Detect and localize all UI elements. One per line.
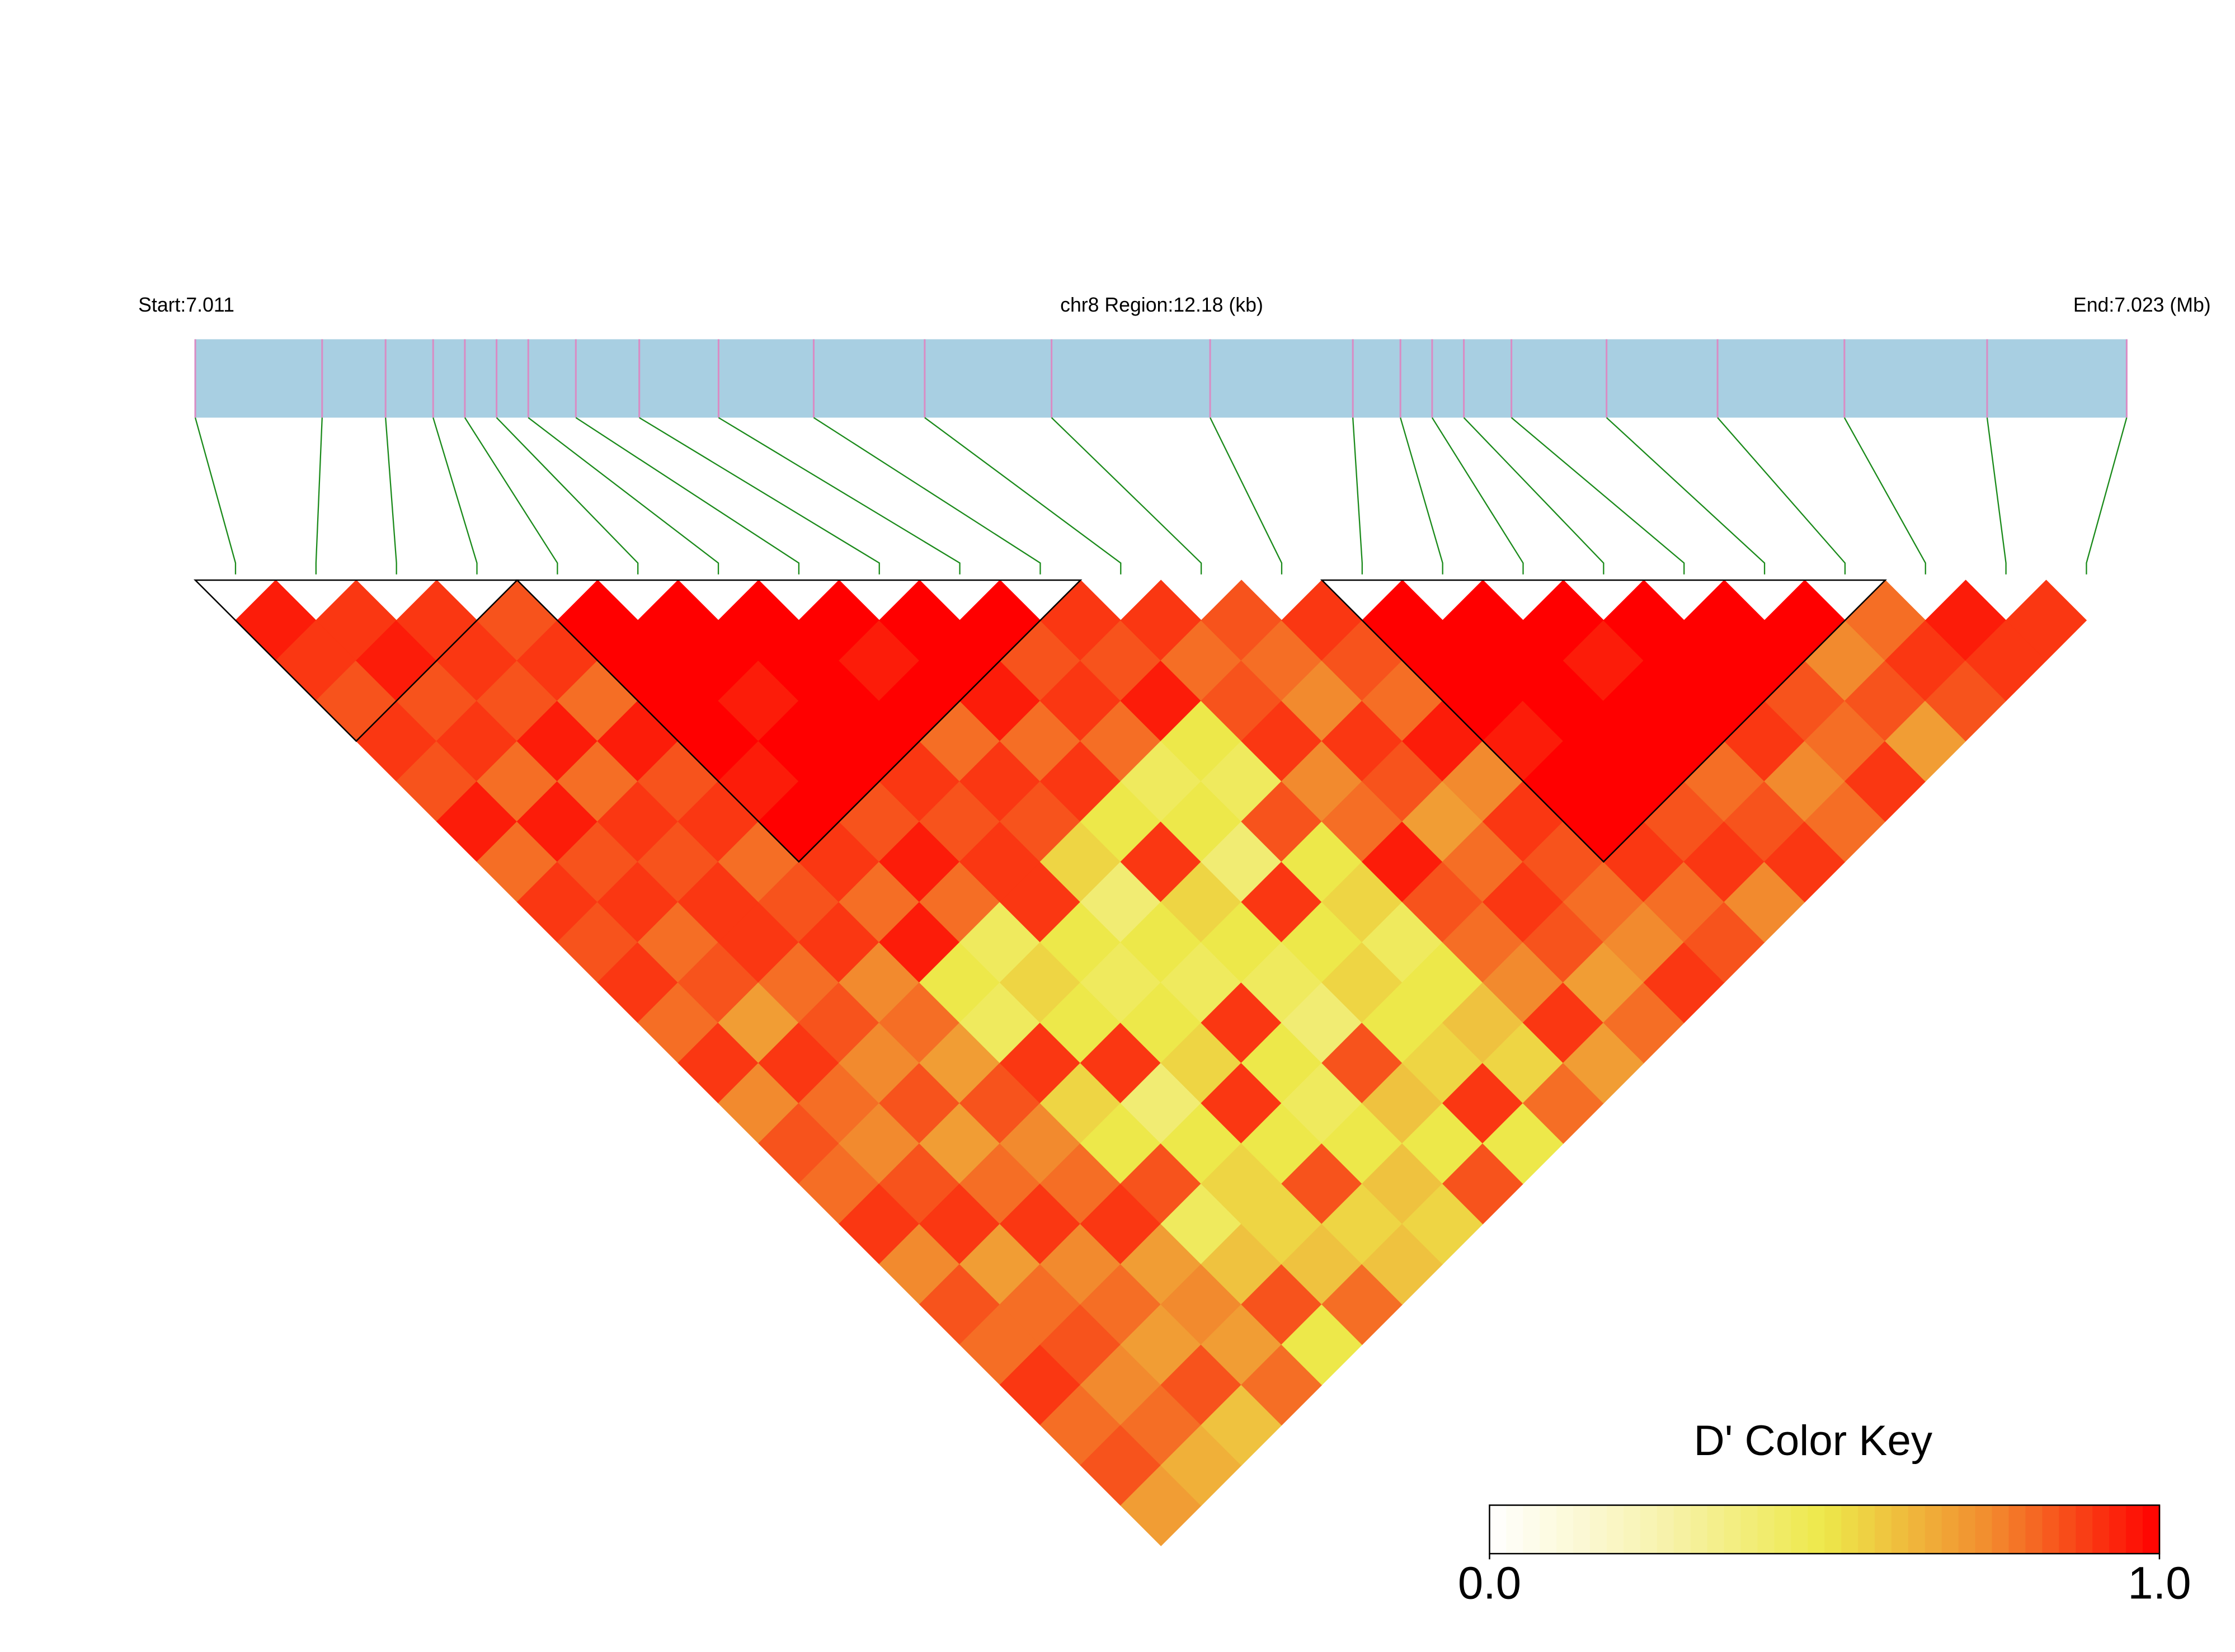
key-swatch — [1858, 1505, 1876, 1554]
snp-connector — [1717, 417, 1846, 575]
snp-connector — [1463, 417, 1605, 575]
snp-connector — [315, 417, 323, 575]
snp-connector — [385, 417, 397, 575]
key-swatch — [2042, 1505, 2060, 1554]
snp-connector — [718, 417, 961, 575]
block-outline — [515, 579, 1083, 863]
key-swatch — [2109, 1505, 2127, 1554]
snp-connector — [1400, 417, 1443, 575]
key-swatch — [1875, 1505, 1893, 1554]
key-swatch — [1673, 1505, 1692, 1554]
key-swatch — [2076, 1505, 2093, 1554]
key-swatch — [1925, 1505, 1943, 1554]
snp-connector — [1986, 417, 2007, 575]
key-swatch — [1707, 1505, 1725, 1554]
snp-connector — [639, 417, 880, 575]
snp-connector — [464, 417, 558, 575]
key-swatch — [1556, 1505, 1574, 1554]
snp-connector — [1511, 417, 1685, 575]
key-swatch — [1791, 1505, 1809, 1554]
key-swatch — [1607, 1505, 1625, 1554]
snp-connector — [813, 417, 1041, 575]
snp-connector — [194, 417, 237, 575]
key-swatch — [1523, 1505, 1541, 1554]
key-swatch — [1740, 1505, 1758, 1554]
key-swatch — [2008, 1505, 2026, 1554]
key-tick-label: 1.0 — [2128, 1557, 2191, 1608]
key-swatch — [1506, 1505, 1524, 1554]
snp-connector — [1843, 417, 1926, 575]
key-swatch — [1573, 1505, 1591, 1554]
key-swatch — [1640, 1505, 1658, 1554]
key-swatch — [1774, 1505, 1792, 1554]
snp-connector — [1051, 417, 1202, 575]
key-swatch — [1690, 1505, 1708, 1554]
key-swatch — [1724, 1505, 1742, 1554]
chart-title: chr8 Region:12.18 (kb) — [1060, 294, 1263, 316]
snp-connector — [1352, 417, 1363, 575]
key-swatch — [1623, 1505, 1641, 1554]
key-swatch — [1891, 1505, 1909, 1554]
snp-connector — [1431, 417, 1524, 575]
end-label: End:7.023 (Mb) — [2073, 294, 2211, 316]
ld-cell — [2005, 580, 2087, 661]
snp-connector — [575, 417, 800, 575]
key-swatch — [1824, 1505, 1842, 1554]
key-swatch — [1975, 1505, 1993, 1554]
key-swatch — [2126, 1505, 2144, 1554]
key-swatch — [2143, 1505, 2161, 1554]
snp-connector — [432, 417, 478, 575]
key-swatch — [1808, 1505, 1825, 1554]
key-swatch — [1992, 1505, 2010, 1554]
snp-connector — [1210, 417, 1283, 575]
key-swatch — [1958, 1505, 1976, 1554]
snp-connector — [924, 417, 1122, 575]
block-outline — [193, 579, 519, 742]
key-swatch — [1941, 1505, 1959, 1554]
snp-connector — [1606, 417, 1766, 575]
start-label: Start:7.011 — [138, 294, 234, 316]
key-frame — [1489, 1504, 2161, 1555]
snp-connector — [528, 417, 719, 575]
key-tick-label: 0.0 — [1458, 1557, 1521, 1608]
block-outline — [1320, 579, 1887, 863]
snp-connector — [496, 417, 639, 575]
key-swatch — [2025, 1505, 2043, 1554]
key-swatch — [1489, 1505, 1507, 1554]
key-swatch — [1908, 1505, 1926, 1554]
key-swatch — [1841, 1505, 1859, 1554]
key-swatch — [1590, 1505, 1608, 1554]
key-swatch — [2059, 1505, 2077, 1554]
key-swatch — [1540, 1505, 1558, 1554]
key-swatch — [1757, 1505, 1775, 1554]
key-swatch — [2092, 1505, 2110, 1554]
key-title: D' Color Key — [1694, 1417, 1933, 1465]
snp-connector — [2086, 417, 2128, 575]
region-bar — [195, 339, 2127, 418]
key-swatch — [1657, 1505, 1675, 1554]
